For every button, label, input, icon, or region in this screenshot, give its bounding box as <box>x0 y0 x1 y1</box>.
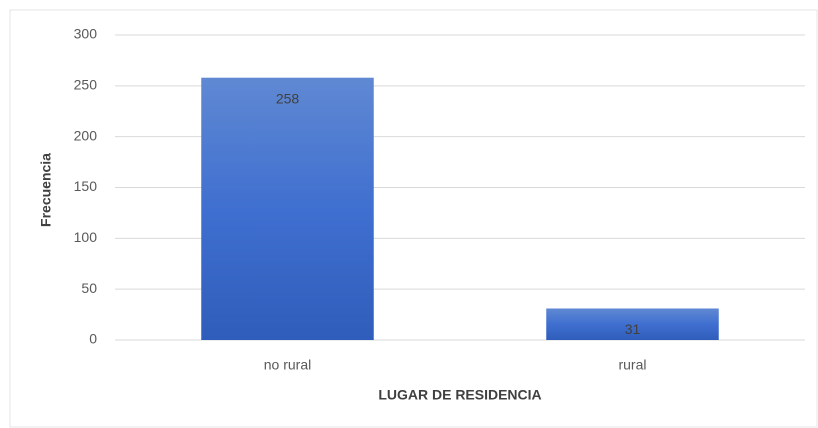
y-tick-label: 150 <box>74 178 98 194</box>
y-tick-label: 50 <box>81 280 97 296</box>
y-tick-label: 300 <box>74 26 98 42</box>
bar <box>201 77 374 340</box>
chart-border <box>9 9 818 428</box>
x-tick-label: rural <box>618 357 646 373</box>
y-tick-label: 0 <box>89 331 97 347</box>
data-label: 258 <box>276 90 300 106</box>
y-tick-label: 100 <box>74 229 98 245</box>
y-tick-label: 250 <box>74 77 98 93</box>
y-tick-label: 200 <box>74 127 98 143</box>
x-axis-title: LUGAR DE RESIDENCIA <box>378 387 541 403</box>
y-axis-title: Frecuencia <box>38 153 54 227</box>
data-label: 31 <box>625 321 641 337</box>
x-tick-label: no rural <box>264 357 311 373</box>
bar <box>546 308 719 340</box>
